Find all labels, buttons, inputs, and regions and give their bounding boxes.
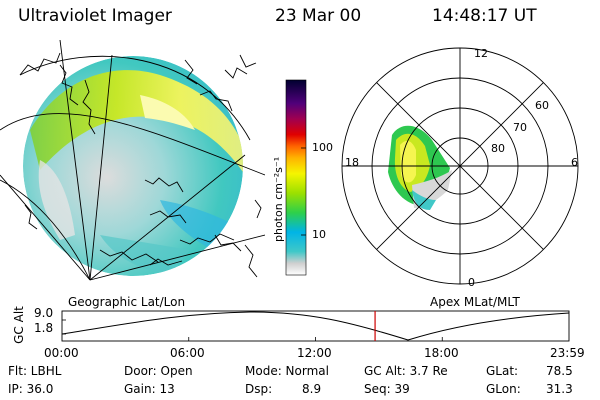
timeline-ytick-low: 1.8 — [34, 321, 54, 335]
colorbar-label-10: 10 — [312, 228, 326, 241]
timeline-xtick-1200: 12:00 — [297, 346, 332, 360]
gain-value: Gain: 13 — [124, 382, 175, 396]
glon-label: GLon: — [486, 382, 521, 396]
mlt-label-6: 6 — [571, 156, 578, 169]
colorbar-unit-label: photon cm⁻²s⁻¹ — [272, 156, 285, 242]
mlat-label-70: 70 — [513, 121, 527, 134]
dsp-value: 8.9 — [302, 382, 322, 396]
door-status: Door: Open — [124, 364, 193, 378]
geo-panel-label: Geographic Lat/Lon — [68, 295, 186, 309]
timeline-xtick-0600: 06:00 — [170, 346, 205, 360]
glon-value: 31.3 — [546, 382, 573, 396]
timeline-xtick-0000: 00:00 — [44, 346, 79, 360]
mlat-label-80: 80 — [491, 142, 505, 155]
gc-altitude: GC Alt: 3.7 Re — [364, 364, 448, 378]
altitude-timeline — [61, 310, 570, 342]
mlt-label-12: 12 — [474, 47, 488, 60]
timeline-ylabel: GC Alt — [12, 306, 26, 344]
image-date: 23 Mar 00 — [275, 6, 362, 26]
image-time: 14:48:17 UT — [432, 6, 537, 26]
ip-value: IP: 36.0 — [8, 382, 54, 396]
polar-panel-label: Apex MLat/MLT — [430, 295, 520, 309]
app-title: Ultraviolet Imager — [18, 6, 172, 26]
glat-label: GLat: — [486, 364, 519, 378]
glat-value: 78.5 — [546, 364, 573, 378]
sequence-value: Seq: 39 — [364, 382, 410, 396]
mode-value: Mode: Normal — [245, 364, 329, 378]
timeline-ytick-high: 9.0 — [34, 306, 54, 320]
mlt-label-0: 0 — [468, 276, 475, 289]
timeline-xtick-1800: 18:00 — [424, 346, 459, 360]
polar-mlt-panel — [341, 47, 579, 285]
dsp-label: Dsp: — [245, 382, 273, 396]
mlt-label-18: 18 — [345, 156, 359, 169]
filter-value: Flt: LBHL — [8, 364, 62, 378]
mlat-label-60: 60 — [535, 99, 549, 112]
colorbar — [285, 79, 307, 276]
geographic-image-panel — [0, 40, 265, 281]
timeline-xtick-2359: 23:59 — [550, 346, 585, 360]
colorbar-label-100: 100 — [312, 141, 333, 154]
